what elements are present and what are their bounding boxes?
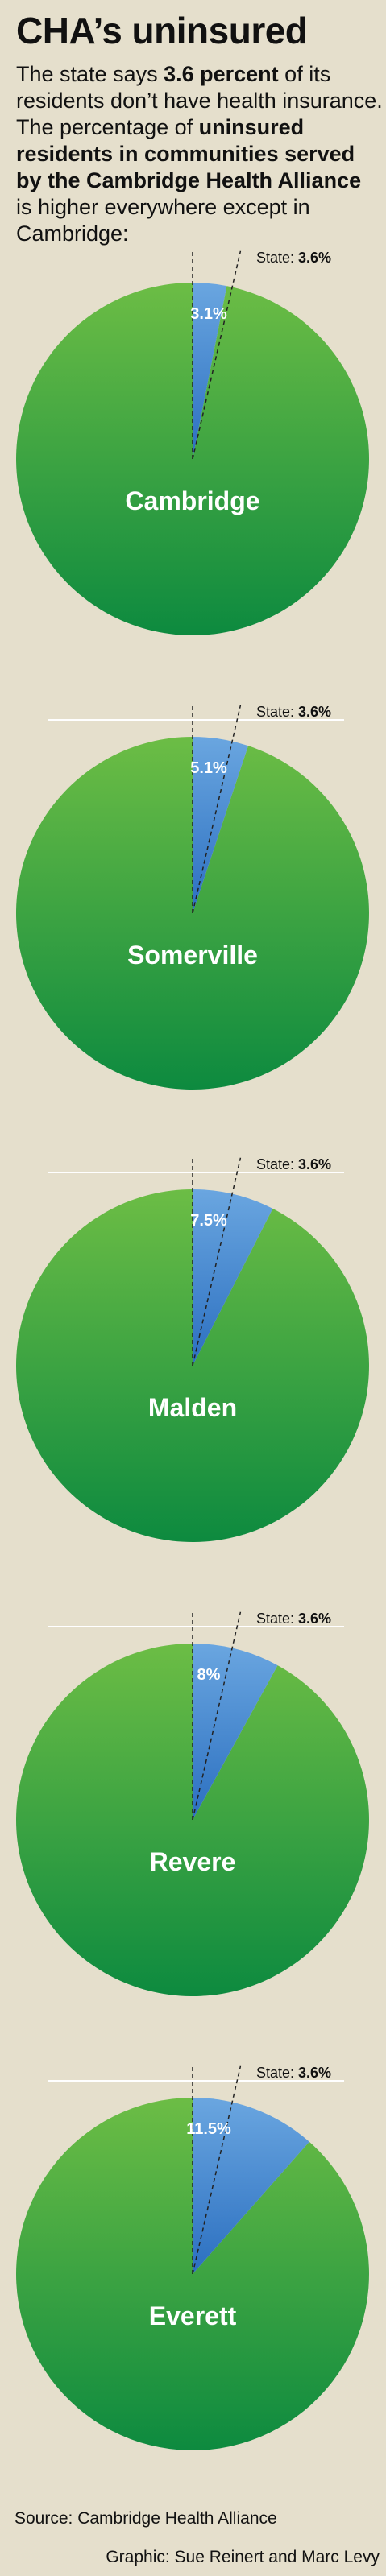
state-label: State: 3.6% bbox=[256, 250, 331, 266]
pie-svg: State: 3.6% 7.5% Malden bbox=[15, 1156, 369, 1542]
state-label-text: State: bbox=[256, 250, 298, 266]
pie-svg: State: 3.6% 11.5% Everett bbox=[15, 2065, 369, 2450]
divider bbox=[48, 2080, 344, 2082]
uninsured-value-label: 5.1% bbox=[190, 759, 227, 777]
intro-text: The state says 3.6 percent of its reside… bbox=[16, 61, 383, 247]
source-note: Source: Cambridge Health Alliance bbox=[15, 2509, 277, 2528]
intro-emphasis: 3.6 percent bbox=[164, 62, 279, 86]
city-label: Malden bbox=[148, 1393, 237, 1422]
uninsured-value-label: 11.5% bbox=[186, 2120, 231, 2138]
state-label-value: 3.6% bbox=[298, 250, 331, 266]
pie-svg: State: 3.6% 8% Revere bbox=[15, 1611, 369, 1996]
state-label-text: State: bbox=[256, 1611, 298, 1627]
page-title: CHA’s uninsured bbox=[16, 10, 308, 52]
state-label-text: State: bbox=[256, 2065, 298, 2081]
city-label: Everett bbox=[149, 2301, 237, 2330]
state-label-value: 3.6% bbox=[298, 1611, 331, 1627]
uninsured-slice bbox=[193, 737, 248, 913]
state-label: State: 3.6% bbox=[256, 2065, 331, 2081]
state-reference-line bbox=[192, 1611, 242, 1821]
state-reference-line bbox=[192, 250, 242, 460]
state-reference-line bbox=[192, 1157, 242, 1367]
uninsured-value-label: 7.5% bbox=[190, 1212, 227, 1230]
pie-svg: State: 3.6% 5.1% Somerville bbox=[15, 704, 369, 1090]
state-label-value: 3.6% bbox=[298, 704, 331, 720]
state-label-text: State: bbox=[256, 704, 298, 720]
intro-run: of its residents don’t have health insur… bbox=[16, 62, 383, 139]
state-label-value: 3.6% bbox=[298, 2065, 331, 2081]
pie-chart-revere: State: 3.6% 8% Revere bbox=[0, 1611, 386, 2013]
intro-run: The state says bbox=[16, 62, 164, 86]
state-label: State: 3.6% bbox=[256, 1611, 331, 1627]
uninsured-slice bbox=[193, 2098, 309, 2274]
city-label: Somerville bbox=[127, 941, 258, 970]
state-label: State: 3.6% bbox=[256, 704, 331, 720]
graphic-credit: Graphic: Sue Reinert and Marc Levy bbox=[106, 2548, 380, 2566]
pie-chart-cambridge: State: 3.6% 3.1% Cambridge bbox=[0, 250, 386, 652]
pie-chart-somerville: State: 3.6% 5.1% Somerville bbox=[0, 704, 386, 1106]
uninsured-value-label: 8% bbox=[197, 1666, 221, 1684]
state-reference-line bbox=[192, 2065, 242, 2275]
intro-emphasis: uninsured residents in communities serve… bbox=[16, 115, 362, 192]
divider bbox=[48, 1626, 344, 1627]
city-label: Cambridge bbox=[125, 486, 259, 515]
state-reference-line bbox=[192, 705, 242, 914]
state-label-value: 3.6% bbox=[298, 1156, 331, 1172]
uninsured-value-label: 3.1% bbox=[190, 305, 227, 323]
state-label: State: 3.6% bbox=[256, 1156, 331, 1172]
pie-chart-malden: State: 3.6% 7.5% Malden bbox=[0, 1156, 386, 1559]
uninsured-slice bbox=[193, 283, 227, 459]
divider bbox=[48, 719, 344, 721]
state-label-text: State: bbox=[256, 1156, 298, 1172]
uninsured-slice bbox=[193, 1644, 278, 1820]
divider bbox=[48, 1172, 344, 1173]
uninsured-slice bbox=[193, 1189, 273, 1366]
intro-run: is higher everywhere except in Cambridge… bbox=[16, 195, 310, 246]
pie-svg: State: 3.6% 3.1% Cambridge bbox=[16, 250, 370, 635]
pie-chart-everett: State: 3.6% 11.5% Everett bbox=[0, 2065, 386, 2467]
city-label: Revere bbox=[150, 1847, 236, 1876]
